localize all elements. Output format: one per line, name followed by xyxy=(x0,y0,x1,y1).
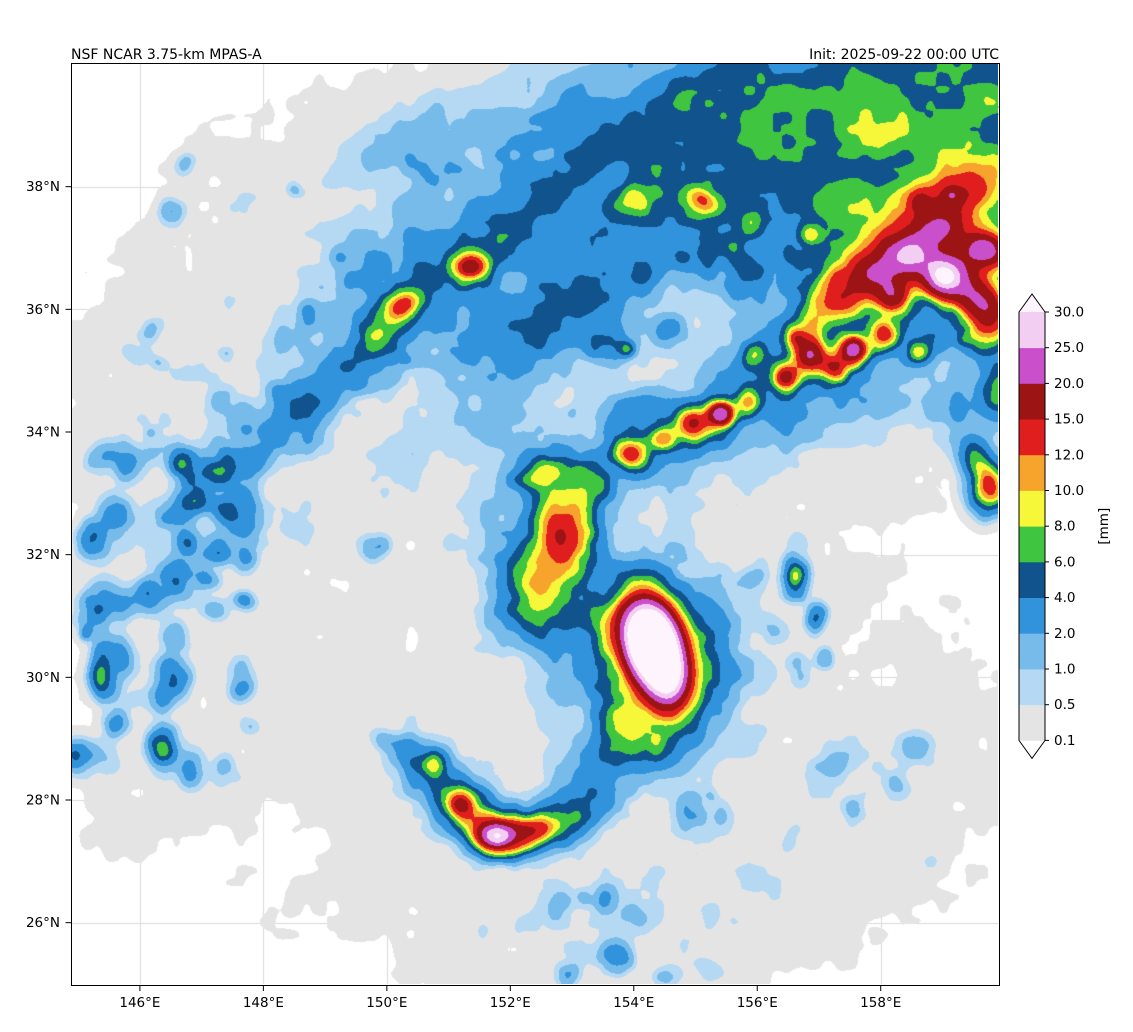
colorbar-segment xyxy=(1019,704,1045,741)
y-tick-label: 28°N xyxy=(26,793,60,809)
colorbar: 0.1 0.5 1.0 2.0 4.0 6.0 8.0 10.0 12.0 15.0 20.0 25.… xyxy=(1018,293,1112,760)
init-time-label: Init: 2025-09-22 00:00 UTC xyxy=(809,47,999,63)
y-tick-label: 38°N xyxy=(26,179,60,195)
colorbar-tick-label: 0.1 xyxy=(1054,733,1075,749)
colorbar-under-arrow xyxy=(1019,740,1045,759)
precipitation-field-map xyxy=(72,64,998,984)
colorbar-tick-label: 8.0 xyxy=(1054,519,1075,535)
colorbar-tick-label: 25.0 xyxy=(1054,340,1084,356)
colorbar-segment xyxy=(1019,561,1045,598)
colorbar-tick-label: 15.0 xyxy=(1054,412,1084,428)
colorbar-tick-label: 30.0 xyxy=(1054,305,1084,321)
x-tick-label: 154°E xyxy=(613,995,654,1011)
colorbar-segment xyxy=(1019,526,1045,563)
colorbar-over-arrow xyxy=(1019,294,1045,312)
model-title: NSF NCAR 3.75-km MPAS-A xyxy=(71,47,262,63)
x-tick-label: 150°E xyxy=(366,995,407,1011)
x-tick-label: 158°E xyxy=(860,995,901,1011)
colorbar-segment xyxy=(1019,597,1045,634)
colorbar-segment xyxy=(1019,669,1045,706)
y-tick-label: 36°N xyxy=(26,302,60,318)
colorbar-tick-label: 10.0 xyxy=(1054,483,1084,499)
colorbar-tick-label: 4.0 xyxy=(1054,590,1075,606)
colorbar-outline xyxy=(1018,293,1046,760)
colorbar-segment xyxy=(1019,419,1045,456)
colorbar-tick-label: 2.0 xyxy=(1054,626,1075,642)
colorbar-unit-label: [mm] xyxy=(1096,508,1112,545)
x-tick-label: 148°E xyxy=(243,995,284,1011)
x-axis: 146°E 148°E 150°E 152°E 154°E 156°E 158°E xyxy=(119,985,901,1011)
colorbar-tick-label: 6.0 xyxy=(1054,554,1075,570)
colorbar-segment xyxy=(1019,383,1045,420)
y-tick-label: 26°N xyxy=(26,915,60,931)
colorbar-tick-label: 0.5 xyxy=(1054,697,1075,713)
colorbar-segment xyxy=(1019,633,1045,670)
y-axis: 26°N 28°N 30°N 32°N 34°N 36°N 38°N xyxy=(26,179,71,931)
y-tick-label: 30°N xyxy=(26,670,60,686)
y-tick-label: 32°N xyxy=(26,547,60,563)
colorbar-tick-label: 1.0 xyxy=(1054,662,1075,678)
x-tick-label: 146°E xyxy=(119,995,160,1011)
colorbar-segment xyxy=(1019,454,1045,491)
x-tick-label: 152°E xyxy=(490,995,531,1011)
colorbar-segment xyxy=(1019,347,1045,384)
colorbar-segment xyxy=(1019,490,1045,527)
colorbar-segment xyxy=(1019,312,1045,349)
y-tick-label: 34°N xyxy=(26,425,60,441)
x-tick-label: 156°E xyxy=(737,995,778,1011)
colorbar-tick-label: 20.0 xyxy=(1054,376,1084,392)
colorbar-tick-label: 12.0 xyxy=(1054,447,1084,463)
